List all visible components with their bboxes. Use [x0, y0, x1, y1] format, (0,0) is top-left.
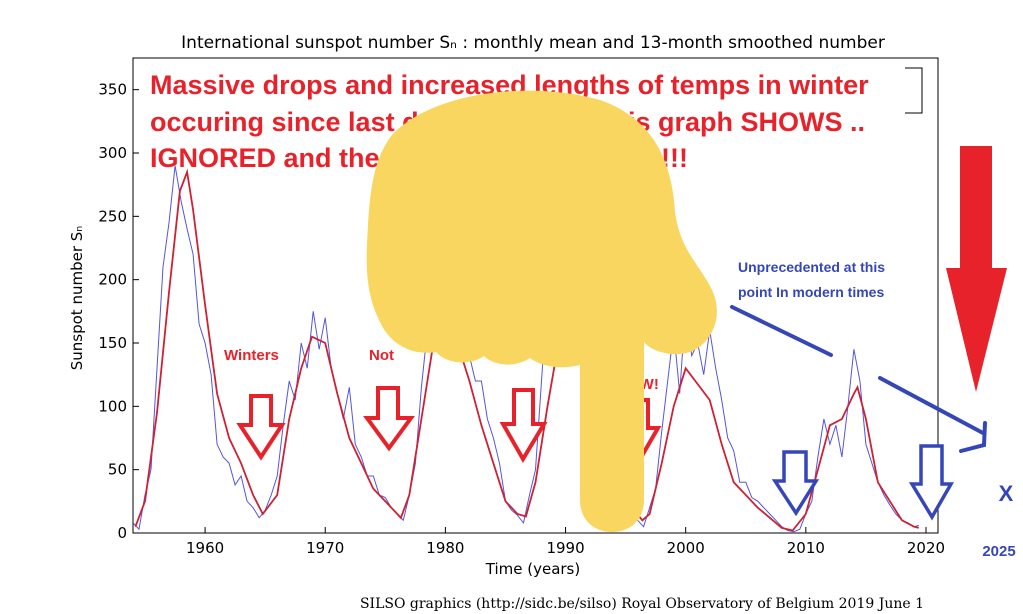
blue-down-arrows	[771, 444, 955, 521]
blue-line-1	[730, 305, 833, 357]
y-tick-label: 350	[98, 81, 127, 99]
blue-down-arrow-1	[771, 450, 820, 517]
unprecedented-line-1: Unprecedented at this	[738, 259, 885, 275]
y-tick-label: 50	[108, 461, 127, 479]
not-label: Not	[369, 347, 394, 364]
y-tick-label: 150	[98, 334, 127, 352]
headline-line-4: IGNORED and ther	[150, 143, 391, 173]
plot-frame	[132, 57, 939, 534]
y-tick-label: 100	[98, 397, 127, 415]
blue-down-arrow-2	[908, 444, 955, 521]
y-tick-label: 0	[117, 524, 127, 542]
year-2025-label: 2025	[982, 543, 1015, 560]
red-down-arrow-1	[236, 394, 286, 461]
blue-line-2	[878, 376, 985, 435]
x-axis-label: Time (years)	[485, 560, 580, 578]
x-tick-label: 1990	[546, 539, 584, 557]
blue-arrowhead	[959, 421, 987, 453]
chart-title: International sunspot number Sₙ : monthl…	[181, 33, 885, 53]
series-line-13-month-smoothed	[134, 168, 920, 532]
red-down-arrows	[236, 386, 662, 463]
winters-label: Winters	[224, 347, 279, 364]
red-down-arrow-2	[363, 386, 415, 452]
x-axis: 1960 1970 1980 1990 2000 2010 2020	[186, 527, 945, 557]
headline-line-3: is graph SHOWS ..	[628, 107, 865, 137]
x-tick-label: 2000	[667, 539, 705, 557]
y-axis-label: Sunspot number Sₙ	[68, 226, 86, 371]
legend-box	[905, 67, 923, 114]
pointing-hand-icon	[366, 90, 717, 533]
big-red-down-arrow	[946, 146, 1007, 392]
red-down-arrow-3	[499, 388, 548, 463]
x-tick-label: 2020	[907, 539, 945, 557]
y-axis: 0 50 100 150 200 250 300 350	[98, 81, 139, 542]
x-tick-label: 2010	[787, 539, 825, 557]
x-tick-label: 1980	[426, 539, 464, 557]
y-tick-label: 200	[98, 271, 127, 289]
x-tick-label: 1960	[186, 539, 224, 557]
source-caption: SILSO graphics (http://sidc.be/silso) Ro…	[360, 596, 924, 612]
y-tick-label: 300	[98, 144, 127, 162]
y-tick-label: 250	[98, 207, 127, 225]
headline-line-2: occuring since last d	[150, 107, 419, 137]
x-marker: X	[999, 481, 1014, 506]
x-tick-label: 1970	[306, 539, 344, 557]
unprecedented-line-2: point In modern times	[738, 284, 884, 300]
